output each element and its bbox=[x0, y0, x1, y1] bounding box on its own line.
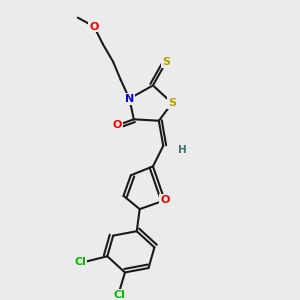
Text: Cl: Cl bbox=[74, 257, 86, 267]
Text: S: S bbox=[162, 57, 170, 67]
Text: Cl: Cl bbox=[113, 290, 125, 300]
Text: O: O bbox=[160, 195, 169, 205]
Text: N: N bbox=[125, 94, 134, 104]
Text: H: H bbox=[178, 145, 187, 155]
Text: O: O bbox=[113, 120, 122, 130]
Text: S: S bbox=[168, 98, 176, 108]
Text: O: O bbox=[89, 22, 99, 32]
